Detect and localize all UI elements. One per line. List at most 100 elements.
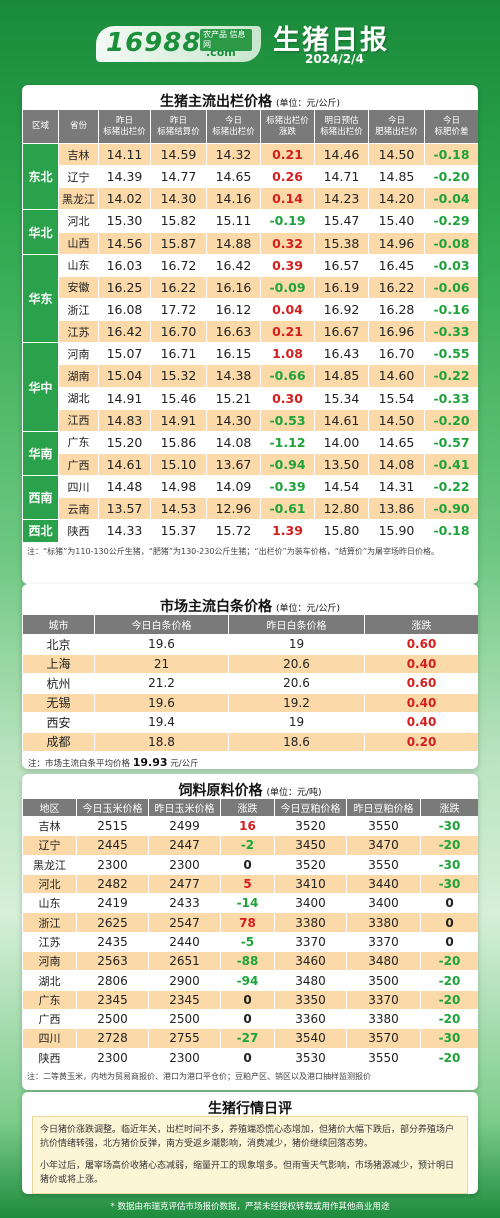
price-cell: 14.48 (98, 475, 151, 499)
price-cell: 18.6 (228, 731, 365, 752)
site-logo[interactable]: 16988 农产品 信息网 .com (96, 26, 261, 62)
change-cell: -0.66 (260, 364, 315, 388)
province-cell: 辽宁 (58, 165, 99, 189)
spread-cell: -0.20 (424, 165, 478, 189)
price-cell: 16.19 (314, 275, 369, 299)
pork-price-unit: (单位：元/公斤) (275, 604, 341, 614)
price-cell: 13.67 (206, 452, 261, 477)
city-cell: 无锡 (22, 692, 95, 713)
pork-average-value: 19.93 (132, 756, 168, 769)
spread-cell: -0.18 (424, 519, 478, 543)
province-cell: 山西 (58, 231, 99, 255)
price-cell: 16.12 (206, 297, 261, 322)
price-cell: 3460 (274, 951, 347, 972)
table-row: 西南 四川 14.48 14.98 14.09 -0.39 14.54 14.31 -0.22 (22, 475, 478, 521)
price-cell: 14.65 (206, 165, 261, 189)
change-cell: -20 (420, 951, 478, 972)
price-cell: 15.82 (150, 209, 207, 233)
price-cell: 16.42 (98, 320, 151, 344)
change-cell: 0.04 (260, 297, 315, 322)
change-cell: 0.40 (364, 692, 478, 713)
price-cell: 15.30 (98, 209, 151, 233)
pork-average: 注：市场主流白条平均价格 19.93 元/公斤 (22, 752, 478, 769)
price-cell: 14.54 (314, 475, 369, 499)
province-cell: 云南 (58, 497, 99, 521)
table-row: 西北 陕西 14.33 15.37 15.72 1.39 15.80 15.90 -0.18 (22, 519, 478, 543)
price-cell: 2419 (76, 893, 149, 914)
price-cell: 3400 (274, 893, 347, 914)
price-cell: 2625 (76, 912, 149, 933)
change-cell: -30 (420, 1028, 478, 1049)
province-cell: 四川 (58, 475, 99, 499)
price-cell: 2300 (76, 1047, 149, 1068)
price-cell: 14.32 (206, 142, 261, 167)
footer-disclaimer: * 数据由布瑞克评估市场报价数据，严禁未经授权转载或用作其他商业用途 (110, 1202, 390, 1212)
change-cell: -0.19 (260, 209, 315, 233)
spread-cell: -0.57 (424, 430, 478, 454)
price-cell: 14.16 (206, 187, 261, 211)
price-cell: 2651 (148, 951, 221, 972)
price-cell: 15.87 (150, 231, 207, 255)
price-cell: 14.60 (368, 364, 425, 388)
region-cell: 东北 (22, 142, 59, 211)
table-row: 湖南 15.04 15.32 14.38 -0.66 14.85 14.60 -0.22 (23, 364, 478, 388)
price-cell: 21 (94, 653, 229, 674)
price-cell: 13.86 (368, 497, 425, 521)
price-cell: 14.61 (98, 452, 151, 477)
change-cell: 5 (220, 873, 275, 895)
change-cell: -20 (420, 1008, 478, 1030)
change-cell: -30 (420, 815, 478, 837)
price-cell: 2433 (148, 893, 221, 914)
price-cell: 3480 (274, 970, 347, 991)
province-cell: 四川 (22, 1028, 77, 1049)
price-cell: 3520 (274, 854, 347, 875)
table-row: 杭州 21.2 20.6 0.60 (22, 673, 478, 694)
review-content: 今日猪价涨跌调整。临近年关，出栏时间不多，养殖端恐慌心态增加，但猪价大幅下跌后，… (32, 1116, 468, 1194)
pork-price-title-text: 市场主流白条价格 (159, 599, 272, 615)
city-cell: 北京 (22, 634, 95, 655)
pork-average-label: 注：市场主流白条平均价格 (28, 759, 131, 769)
price-cell: 2445 (76, 835, 149, 856)
price-cell: 3540 (274, 1028, 347, 1049)
spread-cell: -0.29 (424, 209, 478, 233)
price-cell: 16.25 (98, 275, 151, 299)
table-row: 四川 2728 2755 -27 3540 3570 -30 (22, 1028, 478, 1049)
spread-cell: -0.55 (424, 342, 478, 366)
price-cell: 16.72 (150, 253, 207, 277)
price-cell: 16.22 (368, 275, 425, 299)
spread-cell: -0.03 (424, 253, 478, 277)
spread-cell: -0.08 (424, 231, 478, 255)
table-row: 山东 2419 2433 -14 3400 3400 0 (22, 893, 478, 914)
table-row: 上海 21 20.6 0.40 (22, 653, 478, 674)
price-cell: 13.50 (314, 452, 369, 477)
price-cell: 14.91 (98, 386, 151, 410)
logo-com: .com (206, 46, 236, 59)
price-cell: 3380 (346, 1008, 421, 1030)
price-cell: 2300 (148, 1047, 221, 1068)
price-cell: 19 (228, 712, 365, 733)
price-cell: 3380 (346, 912, 421, 933)
hog-price-title-text: 生猪主流出栏价格 (159, 94, 272, 110)
spread-cell: -0.18 (424, 142, 478, 167)
province-cell: 河南 (22, 951, 77, 972)
change-cell: 0 (220, 989, 275, 1010)
city-cell: 西安 (22, 712, 95, 733)
province-cell: 山东 (58, 253, 99, 277)
table-row: 浙江 2625 2547 78 3380 3380 0 (22, 912, 478, 933)
hog-price-table: 区域 省份 昨日 标猪出栏价 昨日 标猪结算价 今日 标猪出栏价 标猪出栏价 涨跌 明日预估 标猪出栏… (22, 109, 478, 543)
province-cell: 广西 (58, 452, 99, 477)
table-row: 吉林 2515 2499 16 3520 3550 -30 (22, 815, 478, 837)
province-cell: 湖北 (58, 386, 99, 410)
feed-price-note: 注：二等黄玉米，内地为贸易商报价、港口为港口平仓价；豆粕产区、销区以及港口抽样监… (27, 1071, 371, 1081)
province-cell: 吉林 (58, 142, 99, 167)
change-cell: -94 (220, 970, 275, 991)
change-cell: 0.39 (260, 253, 315, 277)
review-title: 生猪行情日评 (208, 1101, 292, 1117)
review-paragraph-2: 小年过后，屠宰场高价收猪心态减弱，缩量开工的现象增多。但雨雪天气影响，市场猪源减… (40, 1161, 455, 1185)
price-cell: 3570 (346, 1028, 421, 1049)
change-cell: -20 (420, 989, 478, 1010)
price-cell: 2500 (76, 1008, 149, 1030)
table-row: 安徽 16.25 16.22 16.16 -0.09 16.19 16.22 -0.06 (23, 275, 478, 299)
table-row: 浙江 16.08 17.72 16.12 0.04 16.92 16.28 -0.16 (23, 297, 478, 322)
table-row: 西安 19.4 19 0.40 (22, 712, 478, 733)
